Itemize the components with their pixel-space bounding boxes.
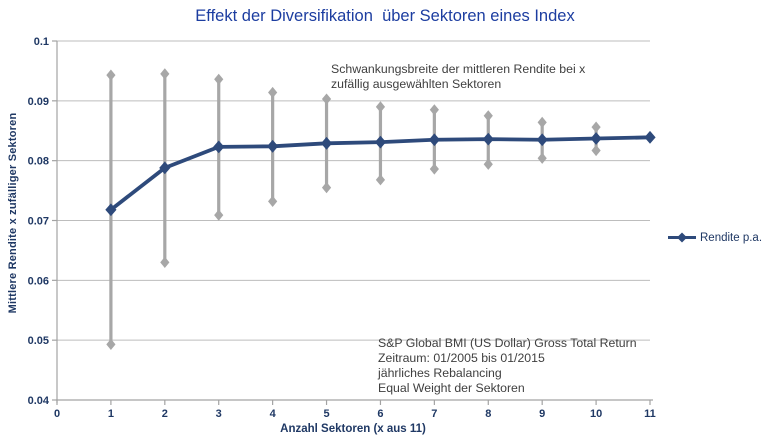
x-tick-label: 2 (162, 408, 168, 420)
y-axis-title: Mittlere Rendite x zufälliger Sektoren (7, 112, 19, 314)
x-tick-label: 9 (539, 408, 545, 420)
error-bar-bottom-cap (321, 181, 332, 194)
series-marker (267, 139, 279, 153)
series-marker (159, 161, 171, 175)
annotation-source-line4: Equal Weight der Sektoren (378, 381, 525, 395)
series-marker (374, 135, 387, 149)
x-tick-label: 5 (323, 408, 329, 420)
x-tick-label: 10 (590, 408, 602, 420)
y-tick-label: 0.09 (28, 96, 49, 108)
series-marker (320, 136, 333, 150)
error-bar-top-cap (106, 69, 116, 81)
error-bar-top-cap (214, 73, 224, 85)
error-bar-top-cap (321, 93, 332, 105)
x-tick-label: 11 (644, 408, 656, 420)
x-axis-title: Anzahl Sektoren (x aus 11) (280, 423, 426, 435)
series-marker (428, 133, 440, 147)
series-marker (482, 132, 494, 146)
error-bar-bottom-cap (106, 338, 116, 350)
error-bar-bottom-cap (591, 144, 601, 157)
annotation-range-note: Schwankungsbreite der mittleren Rendite … (331, 62, 585, 92)
x-tick-label: 0 (54, 408, 60, 420)
x-tick-label: 7 (431, 408, 437, 420)
annotation-source-note: S&P Global BMI (US Dollar) Gross Total R… (378, 336, 637, 396)
error-bar-top-cap (160, 68, 170, 80)
legend-label: Rendite p.a. (700, 231, 763, 244)
error-bar-bottom-cap (483, 158, 493, 170)
error-bar-top-cap (537, 116, 547, 128)
y-tick-label: 0.08 (28, 156, 49, 168)
x-tick-label: 6 (377, 408, 383, 420)
annotation-range-note-line1: Schwankungsbreite der mittleren Rendite … (331, 62, 586, 76)
x-tick-label: 4 (270, 408, 277, 420)
series-marker (213, 140, 225, 154)
x-tick-label: 3 (216, 408, 222, 420)
error-bar-bottom-cap (160, 256, 170, 268)
annotation-range-note-line2: zufällig ausgewählten Sektoren (331, 77, 502, 91)
error-bar-top-cap (591, 121, 601, 133)
error-bar-bottom-cap (214, 209, 224, 221)
y-tick-label: 0.07 (28, 216, 49, 228)
y-tick-label: 0.06 (28, 275, 49, 287)
series-marker (536, 133, 548, 147)
y-tick-label: 0.04 (28, 395, 50, 407)
annotation-source-line1: S&P Global BMI (US Dollar) Gross Total R… (378, 336, 637, 350)
error-bar-top-cap (483, 110, 493, 122)
series-marker (590, 132, 602, 145)
error-bar-top-cap (268, 86, 278, 99)
series-marker (644, 130, 656, 144)
legend: Rendite p.a. (667, 231, 762, 244)
series-marker (105, 203, 117, 217)
y-tick-label: 0.05 (28, 335, 49, 347)
error-bar-bottom-cap (375, 174, 386, 186)
legend-series-marker-icon (668, 232, 696, 243)
x-tick-label: 8 (485, 408, 491, 420)
error-bar-bottom-cap (268, 195, 278, 207)
annotation-source-line2: Zeitraum: 01/2005 bis 01/2015 (378, 351, 545, 365)
y-tick-label: 0.1 (34, 36, 49, 48)
error-bar-top-cap (429, 104, 439, 116)
error-bar-bottom-cap (429, 163, 439, 175)
x-tick-label: 1 (108, 408, 114, 420)
annotation-source-line3: jährliches Rebalancing (378, 366, 502, 380)
chart-title: Effekt der Diversifikation über Sektoren… (195, 7, 575, 25)
error-bar-bottom-cap (537, 152, 547, 164)
error-bar-top-cap (375, 101, 386, 113)
